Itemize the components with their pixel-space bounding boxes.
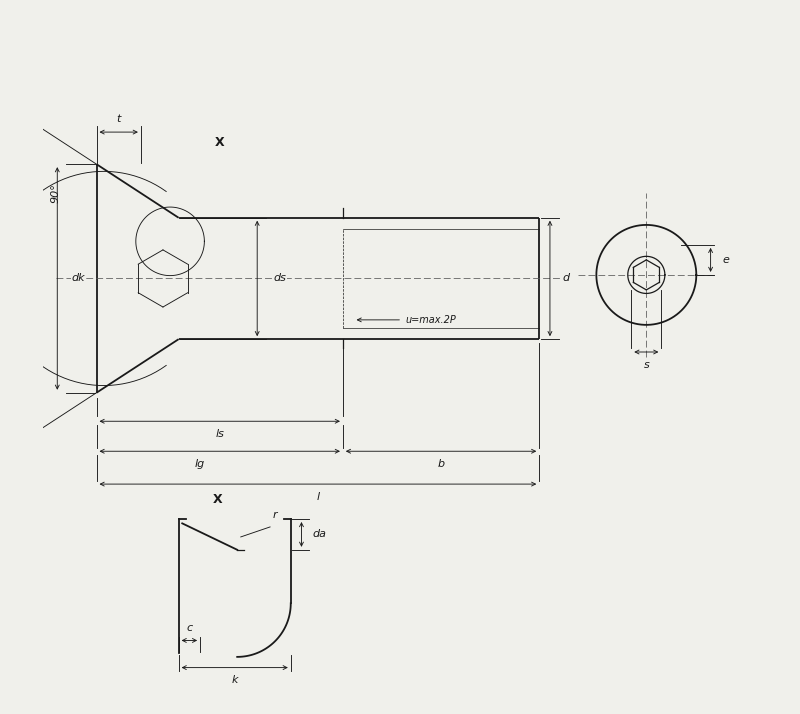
Text: X: X: [213, 493, 222, 506]
Text: r: r: [273, 510, 278, 520]
Text: l: l: [316, 492, 319, 502]
Text: b: b: [438, 459, 445, 469]
Text: u=max.2P: u=max.2P: [405, 315, 456, 325]
Text: da: da: [312, 529, 326, 540]
Text: X: X: [214, 136, 224, 149]
Text: ds: ds: [274, 273, 286, 283]
Text: dk: dk: [72, 273, 86, 283]
Text: d: d: [562, 273, 570, 283]
Text: lg: lg: [195, 459, 205, 469]
Text: e: e: [723, 255, 730, 265]
Text: s: s: [643, 360, 650, 370]
Text: c: c: [186, 623, 193, 633]
Text: k: k: [231, 675, 238, 685]
Text: ls: ls: [215, 429, 224, 439]
Text: 90°: 90°: [51, 183, 61, 203]
Text: t: t: [117, 114, 121, 124]
